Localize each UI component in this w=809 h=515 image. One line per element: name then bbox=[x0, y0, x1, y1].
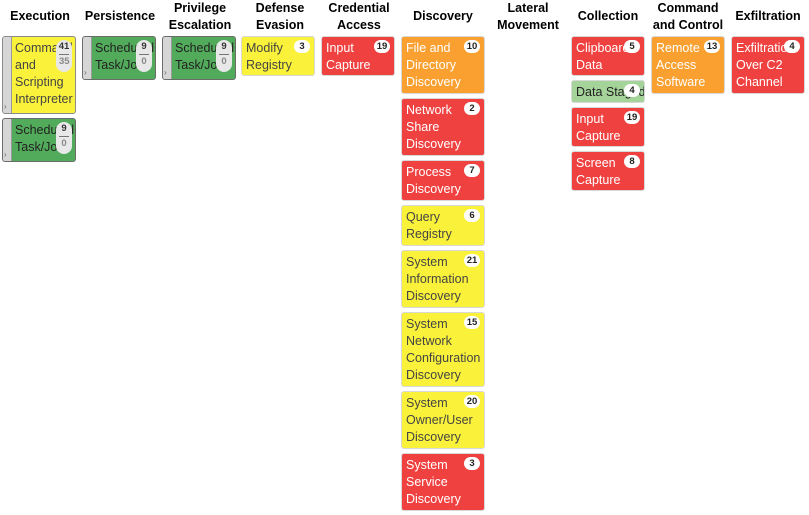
count-badge: 19 bbox=[374, 40, 390, 53]
expand-sidebar[interactable]: › bbox=[83, 37, 92, 79]
chevron-right-icon: › bbox=[84, 68, 87, 77]
count-badge: 3 bbox=[464, 457, 480, 470]
technique-cell[interactable]: Clipboard Data 5 bbox=[571, 36, 645, 76]
subtechnique-count: 35 bbox=[59, 54, 70, 67]
technique-cell[interactable]: Network Share Discovery 2 bbox=[401, 98, 485, 156]
technique-name: Input Capture bbox=[326, 41, 371, 72]
subtechnique-count: 0 bbox=[59, 136, 69, 151]
technique-name: System Network Configuration Discovery bbox=[406, 317, 481, 382]
technique-count: 9 bbox=[61, 123, 67, 134]
technique-cell[interactable]: Process Discovery 7 bbox=[401, 160, 485, 201]
count-badge: 7 bbox=[464, 164, 480, 177]
count-badge: 5 bbox=[624, 40, 640, 53]
column-collection: Clipboard Data 5 Data Staged 4 Input Cap… bbox=[571, 36, 645, 195]
technique-cell[interactable]: Screen Capture 8 bbox=[571, 151, 645, 191]
expand-sidebar[interactable]: › bbox=[163, 37, 172, 79]
column-command-and-control: Remote Access Software 13 bbox=[651, 36, 725, 98]
count-badge: 19 bbox=[624, 111, 640, 124]
header-execution: Execution bbox=[10, 9, 70, 23]
technique-name: Screen Capture bbox=[576, 156, 621, 187]
count-badge: 13 bbox=[704, 40, 720, 53]
technique-name: System Service Discovery bbox=[406, 458, 461, 506]
expand-sidebar[interactable]: › bbox=[3, 119, 12, 161]
count-badge: 4 bbox=[784, 40, 800, 53]
technique-cell[interactable]: System Owner/User Discovery 20 bbox=[401, 391, 485, 449]
technique-name: Clipboard Data bbox=[576, 41, 630, 72]
header-collection: Collection bbox=[577, 9, 639, 23]
chevron-right-icon: › bbox=[4, 102, 7, 111]
column-execution: › Command and Scripting Interpreter 41 35… bbox=[2, 36, 76, 166]
technique-cell[interactable]: Exfiltration Over C2 Channel 4 bbox=[731, 36, 805, 94]
technique-cell[interactable]: File and Directory Discovery 10 bbox=[401, 36, 485, 94]
count-badge: 10 bbox=[464, 40, 480, 53]
technique-name: Network Share Discovery bbox=[406, 103, 461, 151]
column-discovery: File and Directory Discovery 10 Network … bbox=[401, 36, 485, 515]
technique-name: Exfiltration Over C2 Channel bbox=[736, 41, 795, 89]
technique-count: 9 bbox=[221, 41, 227, 52]
subtechnique-count: 0 bbox=[219, 54, 229, 69]
header-exfiltration: Exfiltration bbox=[735, 9, 801, 23]
count-badge: 2 bbox=[464, 102, 480, 115]
count-badge: 4 bbox=[624, 84, 640, 97]
technique-cell[interactable]: System Information Discovery 21 bbox=[401, 250, 485, 308]
count-badge: 41 35 bbox=[56, 40, 72, 72]
technique-name: Modify Registry bbox=[246, 41, 292, 72]
column-credential-access: Input Capture 19 bbox=[321, 36, 395, 80]
technique-cell[interactable]: Modify Registry 3 bbox=[241, 36, 315, 76]
column-exfiltration: Exfiltration Over C2 Channel 4 bbox=[731, 36, 805, 98]
count-badge: 8 bbox=[624, 155, 640, 168]
header-discovery: Discovery bbox=[413, 9, 473, 23]
count-badge: 21 bbox=[464, 254, 480, 267]
chevron-right-icon: › bbox=[4, 150, 7, 159]
technique-cell[interactable]: Input Capture 19 bbox=[571, 107, 645, 147]
technique-cell[interactable]: System Service Discovery 3 bbox=[401, 453, 485, 511]
technique-count: 9 bbox=[141, 41, 147, 52]
technique-name: Process Discovery bbox=[406, 165, 461, 196]
technique-name: Input Capture bbox=[576, 112, 621, 143]
technique-cell[interactable]: Data Staged 4 bbox=[571, 80, 645, 103]
technique-count: 41 bbox=[58, 41, 70, 52]
header-credential-access: Credential Access bbox=[328, 1, 390, 32]
count-badge: 3 bbox=[294, 40, 310, 53]
header-persistence: Persistence bbox=[84, 9, 156, 23]
header-command-and-control: Command and Control bbox=[652, 1, 724, 32]
count-badge: 20 bbox=[464, 395, 480, 408]
technique-cell[interactable]: Input Capture 19 bbox=[321, 36, 395, 76]
technique-cell[interactable]: Remote Access Software 13 bbox=[651, 36, 725, 94]
technique-name: System Owner/User Discovery bbox=[406, 396, 473, 444]
header-defense-evasion: Defense Evasion bbox=[255, 1, 305, 32]
header-privilege-escalation: Privilege Escalation bbox=[168, 1, 232, 32]
technique-cell[interactable]: Query Registry 6 bbox=[401, 205, 485, 246]
expand-sidebar[interactable]: › bbox=[3, 37, 12, 113]
technique-cell[interactable]: System Network Configuration Discovery 1… bbox=[401, 312, 485, 387]
technique-name: Query Registry bbox=[406, 210, 452, 241]
chevron-right-icon: › bbox=[164, 68, 167, 77]
technique-cell[interactable]: › Command and Scripting Interpreter 41 35 bbox=[2, 36, 76, 114]
header-lateral-movement: Lateral Movement bbox=[497, 1, 559, 32]
count-badge: 6 bbox=[464, 209, 480, 222]
technique-name: File and Directory Discovery bbox=[406, 41, 461, 89]
technique-name: Remote Access Software bbox=[656, 41, 706, 89]
technique-name: System Information Discovery bbox=[406, 255, 469, 303]
count-badge: 15 bbox=[464, 316, 480, 329]
subtechnique-count: 0 bbox=[139, 54, 149, 69]
column-defense-evasion: Modify Registry 3 bbox=[241, 36, 315, 80]
